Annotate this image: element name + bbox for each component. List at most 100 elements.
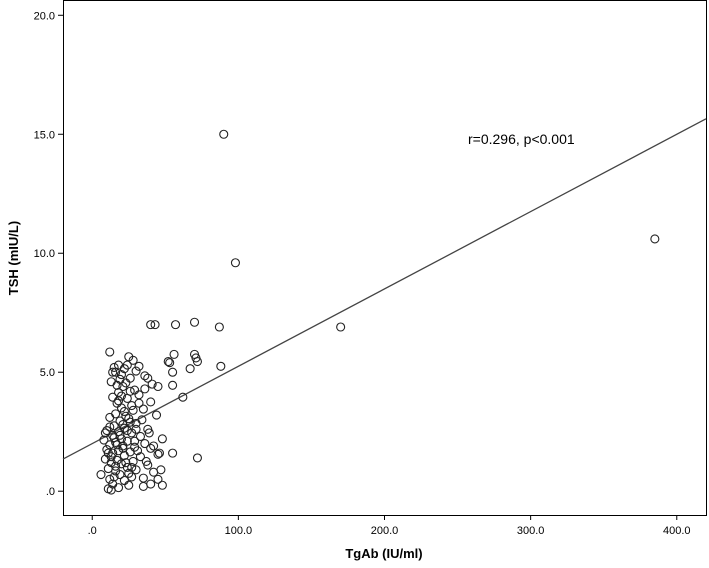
data-point <box>115 469 125 480</box>
data-point <box>192 453 202 463</box>
x-axis-title: TgAb (IU/ml) <box>345 546 422 561</box>
data-point <box>134 398 144 408</box>
x-tick-label: .0 <box>88 525 97 537</box>
x-axis-ticks: .0 100.0 200.0 300.0 400.0 <box>88 515 691 537</box>
data-point <box>113 396 124 406</box>
data-point <box>185 364 195 374</box>
data-point <box>131 465 141 475</box>
data-point <box>151 410 162 420</box>
data-point <box>100 428 110 438</box>
data-point <box>154 448 164 458</box>
data-point <box>163 356 173 367</box>
data-point <box>122 462 132 472</box>
data-point <box>121 458 131 468</box>
data-point <box>111 437 121 447</box>
y-tick-label: 10.0 <box>34 248 55 260</box>
data-point <box>105 347 115 357</box>
data-point <box>140 439 150 449</box>
data-point <box>130 436 140 446</box>
data-point <box>105 412 115 422</box>
data-point <box>168 448 178 458</box>
y-tick-label: 15.0 <box>34 129 55 141</box>
data-point <box>138 473 148 483</box>
data-point <box>189 317 200 327</box>
plot-frame <box>63 0 707 516</box>
data-point <box>125 386 135 396</box>
data-point <box>140 371 150 381</box>
data-point <box>113 446 124 456</box>
data-point <box>146 320 156 330</box>
data-point <box>109 433 119 443</box>
data-point <box>216 361 226 371</box>
data-point <box>135 431 146 442</box>
data-point <box>146 397 156 407</box>
data-point <box>122 425 132 436</box>
data-point <box>168 380 178 390</box>
data-point <box>157 434 167 444</box>
y-tick-label: 20.0 <box>34 10 55 22</box>
data-point <box>106 485 116 495</box>
data-point <box>116 391 127 401</box>
data-point <box>111 409 121 419</box>
data-point <box>153 449 163 459</box>
data-point <box>156 465 166 475</box>
data-point <box>157 480 167 490</box>
data-point <box>99 435 109 445</box>
regression-line <box>62 118 707 460</box>
data-point <box>137 415 147 425</box>
data-point <box>124 480 134 490</box>
data-point <box>115 374 125 384</box>
data-point <box>122 360 132 370</box>
data-point <box>131 366 141 376</box>
data-point <box>170 320 181 330</box>
data-point <box>336 322 346 332</box>
data-point <box>103 448 113 458</box>
data-point <box>119 475 129 486</box>
data-point <box>169 349 179 359</box>
data-point <box>168 367 178 377</box>
data-point <box>178 392 188 402</box>
data-point <box>141 456 151 467</box>
data-point <box>125 447 135 457</box>
data-point <box>109 362 119 373</box>
y-tick-label: .0 <box>46 486 55 498</box>
data-point <box>96 469 106 480</box>
data-point <box>131 424 141 434</box>
data-point <box>125 417 135 427</box>
data-point <box>165 358 175 368</box>
data-point <box>219 129 229 139</box>
data-point <box>106 377 116 387</box>
y-tick-label: 5.0 <box>40 367 55 379</box>
data-point <box>115 430 125 440</box>
data-points <box>96 129 660 495</box>
data-point <box>111 461 121 471</box>
data-point <box>650 234 660 244</box>
data-point <box>121 411 131 421</box>
x-tick-label: 200.0 <box>371 525 399 537</box>
data-point <box>119 406 129 417</box>
data-point <box>112 380 122 390</box>
data-point <box>118 443 128 453</box>
data-point <box>230 258 240 268</box>
data-point <box>127 462 137 472</box>
data-point <box>192 356 202 367</box>
data-point <box>128 456 138 467</box>
data-point <box>140 384 150 394</box>
data-point <box>146 443 156 453</box>
data-point <box>214 322 224 332</box>
data-point <box>134 361 144 371</box>
data-point <box>128 355 138 365</box>
data-point <box>132 446 143 456</box>
y-axis-ticks: .0 5.0 10.0 15.0 20.0 <box>34 10 63 498</box>
x-tick-label: 300.0 <box>517 525 545 537</box>
data-point <box>105 474 115 484</box>
data-point <box>135 452 146 462</box>
data-point <box>108 367 118 377</box>
y-axis-title: TSH (mIU/L) <box>6 221 21 295</box>
data-point <box>138 404 148 414</box>
data-point <box>153 474 163 484</box>
data-point <box>116 370 127 380</box>
data-point <box>144 428 154 438</box>
data-point <box>143 373 153 383</box>
